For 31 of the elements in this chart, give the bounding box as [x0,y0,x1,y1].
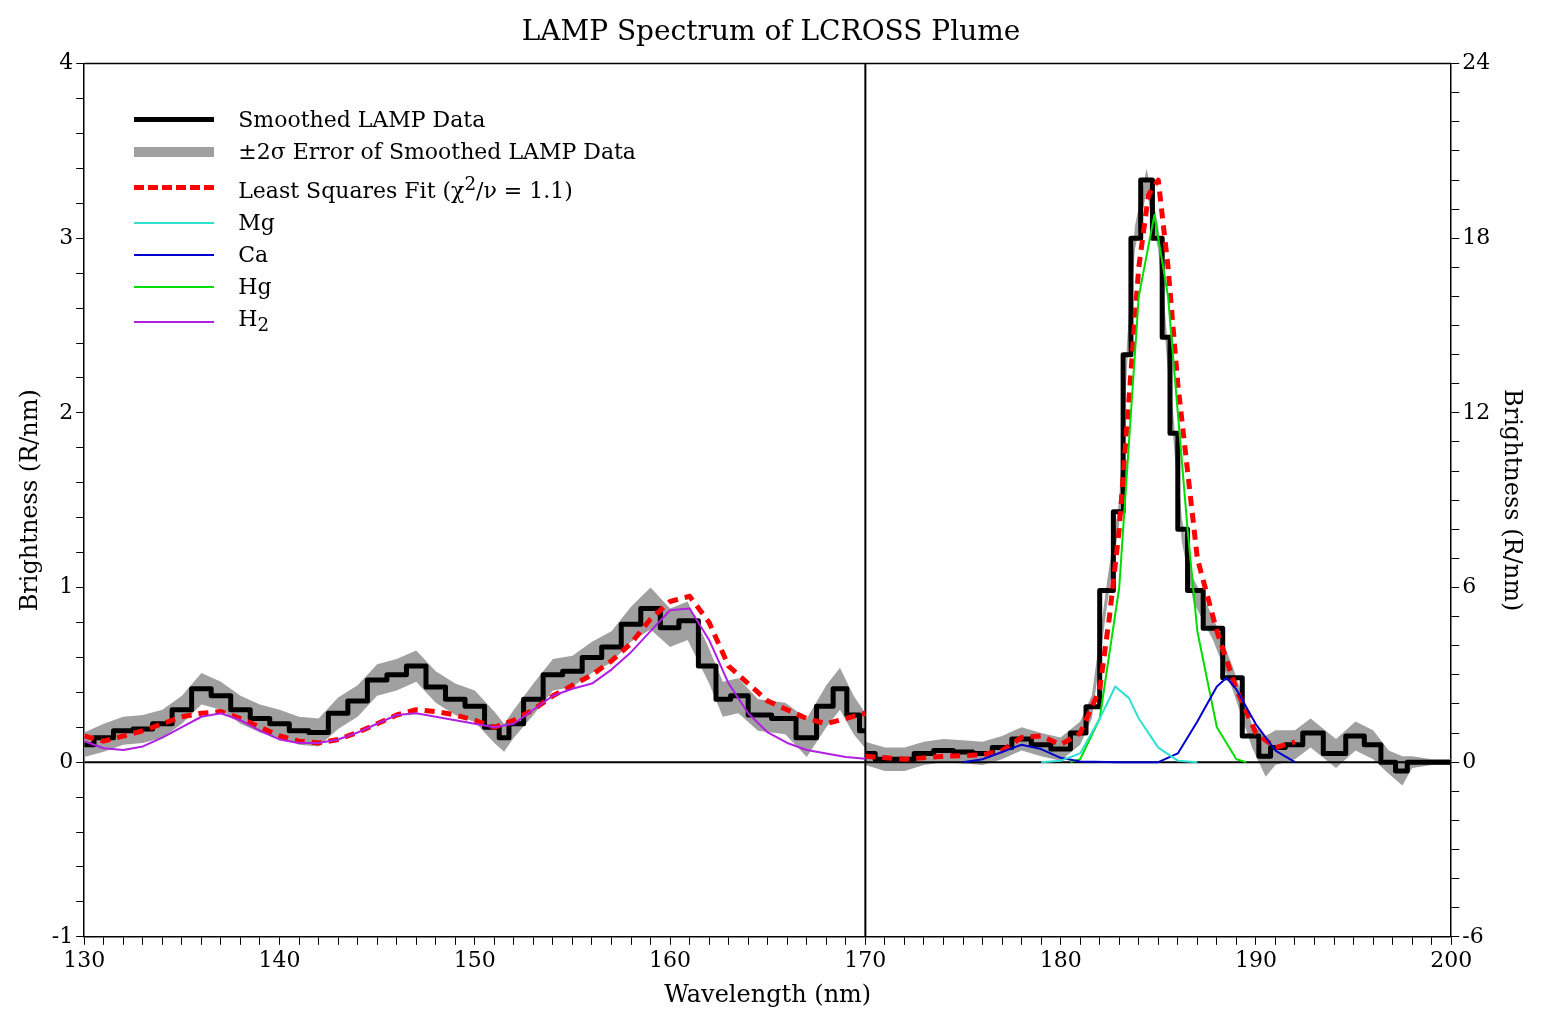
y2-tick-label: 12 [1462,398,1491,424]
x-tick-label: 150 [453,946,496,972]
legend-label: Smoothed LAMP Data [238,105,486,134]
x-axis-title: Wavelength (nm) [664,979,872,1008]
y2-tick-label: 6 [1462,573,1477,599]
chart-title: LAMP Spectrum of LCROSS Plume [521,14,1021,48]
x-tick-label: 180 [1039,946,1082,972]
legend-label: Least Squares Fit (χ$^{2}$/ν = 1.1) [238,171,573,205]
y2-tick-label: -6 [1462,922,1484,948]
legend-label: Hg [238,272,272,301]
y-tick-label: 4 [59,49,74,75]
y2-tick-label: 24 [1462,49,1491,75]
y2-tick-label: 18 [1462,223,1491,249]
y-tick-label: -1 [51,922,74,948]
legend-label: Mg [238,208,275,237]
x-tick-label: 170 [844,946,887,972]
y-tick-label: 2 [59,398,74,424]
y-tick-label: 0 [59,747,74,773]
x-tick-label: 130 [63,946,106,972]
y-tick-label: 3 [59,223,74,249]
x-tick-label: 160 [649,946,692,972]
y-tick-label: 1 [59,573,74,599]
y-axis-title: Brightness (R/nm) [14,389,43,612]
x-tick-label: 140 [258,946,301,972]
annotation: ±2σ Error of Smoothed LAMP Data [238,137,636,166]
x-tick-label: 200 [1430,946,1473,972]
legend-label: Ca [238,240,269,269]
x-tick-label: 190 [1234,946,1277,972]
legend-label: H$_{2}$ [238,304,270,338]
y2-tick-label: 0 [1462,747,1477,773]
y2-axis-title: Brightness (R/nm) [1499,389,1528,612]
